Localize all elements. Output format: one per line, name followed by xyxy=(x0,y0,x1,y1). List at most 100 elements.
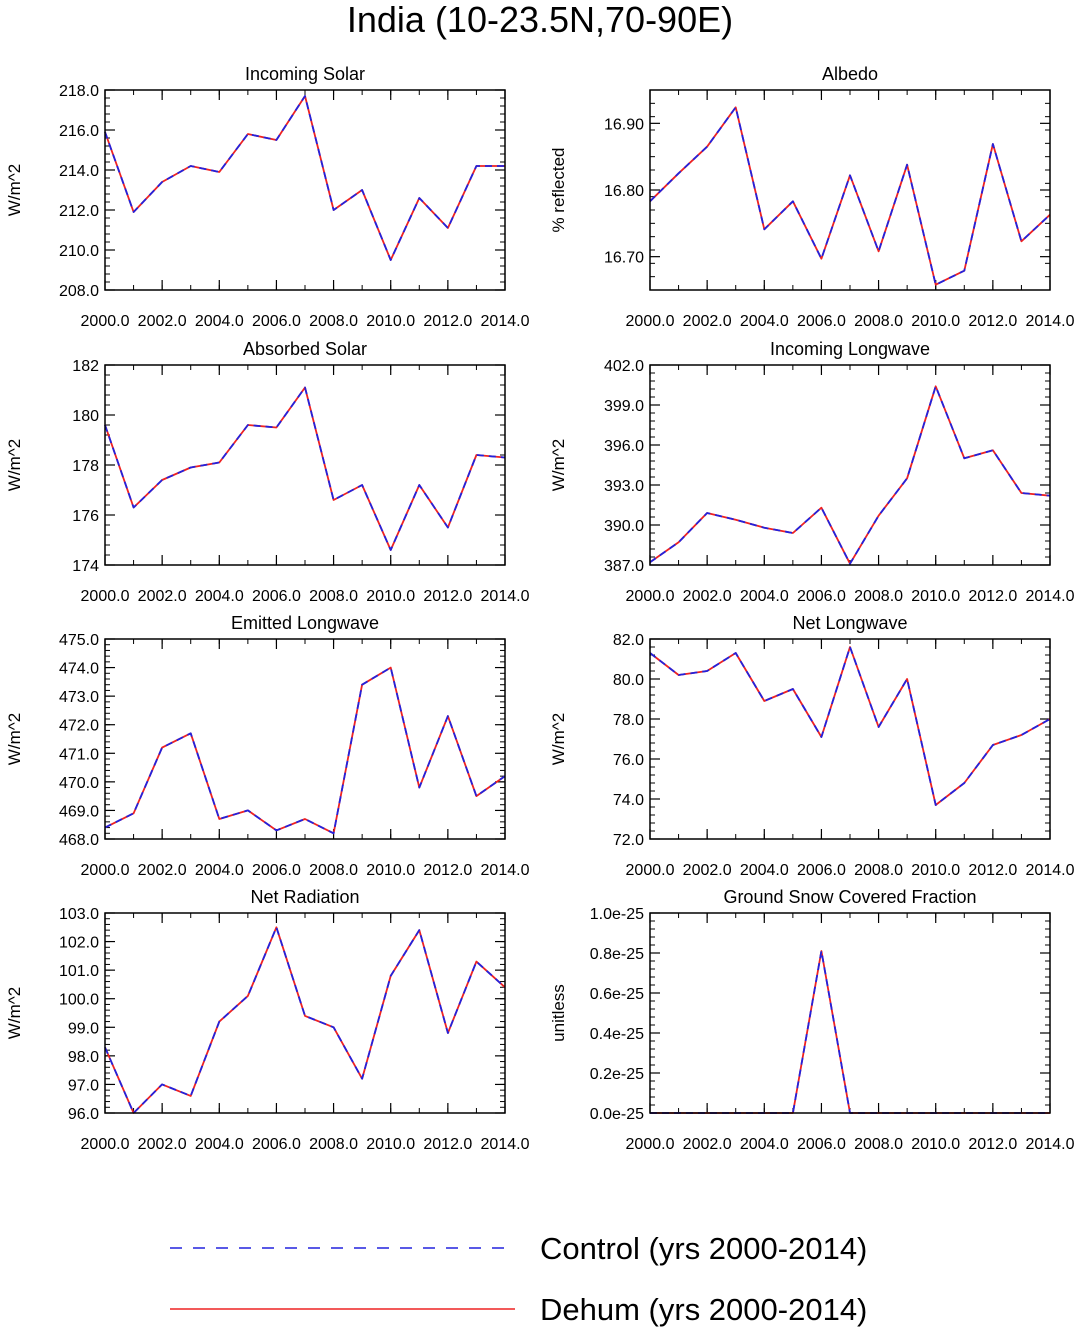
y-tick-label: 0.0e-25 xyxy=(590,1106,644,1123)
panel-title: Net Longwave xyxy=(792,613,907,633)
y-tick-label: 399.0 xyxy=(604,398,644,415)
y-tick-label: 0.6e-25 xyxy=(590,986,644,1003)
y-axis-label: W/m^2 xyxy=(549,713,568,765)
x-tick-label: 2010.0 xyxy=(911,862,960,879)
x-tick-label: 2002.0 xyxy=(138,1136,187,1153)
legend-dehum-label: Dehum (yrs 2000-2014) xyxy=(540,1292,867,1327)
y-tick-label: 472.0 xyxy=(59,718,99,735)
x-tick-label: 2012.0 xyxy=(968,588,1017,605)
series-line-control xyxy=(104,926,506,1114)
x-tick-label: 2006.0 xyxy=(252,588,301,605)
series-line-dehum xyxy=(649,106,1051,286)
y-tick-label: 174 xyxy=(72,558,99,575)
y-tick-label: 16.90 xyxy=(604,116,644,133)
plot-frame xyxy=(104,638,506,840)
x-tick-label: 2010.0 xyxy=(911,313,960,330)
x-tick-label: 2014.0 xyxy=(481,862,530,879)
x-tick-label: 2002.0 xyxy=(683,1136,732,1153)
x-tick-label: 2006.0 xyxy=(797,862,846,879)
x-tick-label: 2012.0 xyxy=(968,1136,1017,1153)
y-tick-label: 387.0 xyxy=(604,558,644,575)
x-tick-label: 2006.0 xyxy=(797,588,846,605)
x-tick-label: 2002.0 xyxy=(138,588,187,605)
y-tick-label: 80.0 xyxy=(613,672,644,689)
x-tick-label: 2002.0 xyxy=(138,862,187,879)
x-tick-label: 2006.0 xyxy=(797,1136,846,1153)
y-tick-label: 469.0 xyxy=(59,803,99,820)
panel-title: Incoming Solar xyxy=(245,64,365,84)
x-tick-label: 2004.0 xyxy=(195,862,244,879)
series-line-control xyxy=(649,106,1051,286)
y-tick-label: 98.0 xyxy=(68,1049,99,1066)
x-tick-label: 2010.0 xyxy=(366,313,415,330)
series-line-control xyxy=(104,666,506,835)
y-tick-label: 212.0 xyxy=(59,203,99,220)
x-tick-label: 2000.0 xyxy=(81,862,130,879)
x-tick-label: 2002.0 xyxy=(683,588,732,605)
x-tick-label: 2012.0 xyxy=(968,862,1017,879)
x-tick-label: 2000.0 xyxy=(626,588,675,605)
series-line-dehum xyxy=(649,385,1051,565)
x-tick-label: 2014.0 xyxy=(1026,313,1075,330)
y-axis-label: W/m^2 xyxy=(5,439,24,491)
x-tick-label: 2010.0 xyxy=(366,1136,415,1153)
y-tick-label: 471.0 xyxy=(59,746,99,763)
y-tick-label: 97.0 xyxy=(68,1077,99,1094)
y-tick-label: 474.0 xyxy=(59,661,99,678)
x-tick-label: 2014.0 xyxy=(1026,588,1075,605)
legend: Control (yrs 2000-2014) Dehum (yrs 2000-… xyxy=(170,1231,867,1327)
y-tick-label: 0.8e-25 xyxy=(590,946,644,963)
y-axis-label: W/m^2 xyxy=(5,987,24,1039)
plot-frame xyxy=(649,638,1051,840)
y-tick-label: 470.0 xyxy=(59,775,99,792)
y-tick-label: 473.0 xyxy=(59,689,99,706)
figure-title: India (10-23.5N,70-90E) xyxy=(346,0,734,40)
x-tick-label: 2000.0 xyxy=(81,313,130,330)
y-tick-label: 100.0 xyxy=(59,992,99,1009)
x-tick-label: 2008.0 xyxy=(309,313,358,330)
plot-frame xyxy=(649,89,1051,291)
y-tick-label: 218.0 xyxy=(59,83,99,100)
y-tick-label: 216.0 xyxy=(59,123,99,140)
y-tick-label: 180 xyxy=(72,408,99,425)
y-tick-label: 72.0 xyxy=(613,832,644,849)
panel-absorbed-solar: Absorbed Solar W/m^2 2000.0 2002.0 2004.0 200… xyxy=(5,339,530,605)
series-line-control xyxy=(649,385,1051,565)
legend-control-label: Control (yrs 2000-2014) xyxy=(540,1231,867,1266)
x-tick-label: 2000.0 xyxy=(626,862,675,879)
panel-title: Ground Snow Covered Fraction xyxy=(723,887,976,907)
y-tick-label: 176 xyxy=(72,508,99,525)
y-axis-label: W/m^2 xyxy=(5,164,24,216)
x-tick-label: 2010.0 xyxy=(366,588,415,605)
y-tick-label: 103.0 xyxy=(59,906,99,923)
x-tick-label: 2008.0 xyxy=(309,1136,358,1153)
plot-frame xyxy=(649,364,1051,566)
panel-net-longwave: Net Longwave W/m^2 2000.0 2002.0 2004.0 2006.… xyxy=(549,613,1075,879)
y-tick-label: 74.0 xyxy=(613,792,644,809)
x-tick-label: 2006.0 xyxy=(252,862,301,879)
y-tick-label: 101.0 xyxy=(59,963,99,980)
series-line-dehum xyxy=(104,386,506,551)
x-tick-label: 2010.0 xyxy=(366,862,415,879)
y-tick-label: 0.2e-25 xyxy=(590,1066,644,1083)
x-tick-label: 2006.0 xyxy=(797,313,846,330)
panel-title: Albedo xyxy=(822,64,878,84)
x-tick-label: 2008.0 xyxy=(309,588,358,605)
panel-ground-snow-covered-fraction: Ground Snow Covered Fraction unitless 2000… xyxy=(549,887,1075,1153)
x-tick-label: 2004.0 xyxy=(195,1136,244,1153)
series-line-dehum xyxy=(104,95,505,261)
series-line-control xyxy=(650,950,1050,1114)
x-tick-label: 2002.0 xyxy=(138,313,187,330)
x-tick-label: 2010.0 xyxy=(911,588,960,605)
y-tick-label: 182 xyxy=(72,358,99,375)
series-line-dehum xyxy=(650,950,1050,1114)
series-line-control xyxy=(104,386,506,551)
panel-title: Absorbed Solar xyxy=(243,339,367,359)
plot-frame xyxy=(104,912,506,1114)
y-tick-label: 396.0 xyxy=(604,438,644,455)
x-tick-label: 2000.0 xyxy=(81,588,130,605)
x-tick-label: 2000.0 xyxy=(626,313,675,330)
panel-net-radiation: Net Radiation W/m^2 2000.0 2002.0 2004.0 2006… xyxy=(5,887,530,1153)
y-tick-label: 402.0 xyxy=(604,358,644,375)
